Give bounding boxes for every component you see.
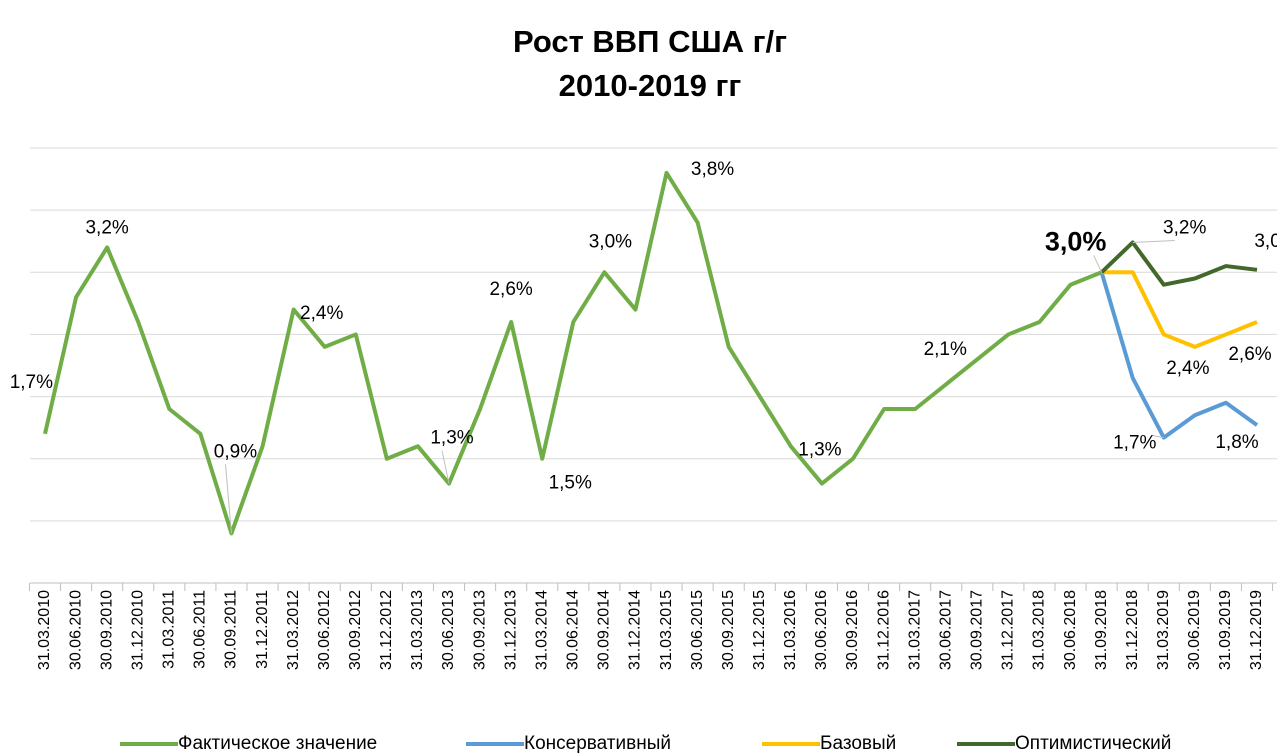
- leader-line: [224, 464, 232, 534]
- x-tick-label: 31.12.2012: [378, 590, 395, 670]
- x-tick-label: 30.06.2018: [1062, 590, 1079, 670]
- x-tick-label: 31.12.2010: [129, 590, 146, 670]
- data-label: 2,4%: [1166, 358, 1209, 379]
- x-tick-label: 30.06.2016: [813, 590, 830, 670]
- series-line: [43, 170, 1103, 536]
- x-tick-label: 30.09.2013: [471, 590, 488, 670]
- x-tick-label: 31.12.2016: [875, 590, 892, 670]
- x-tick-label: 31.12.2013: [502, 590, 519, 670]
- chart-title: Рост ВВП США г/г: [513, 24, 787, 59]
- x-tick-label: 31.12.2019: [1248, 590, 1265, 670]
- series-line: [1101, 270, 1258, 349]
- series-line: [1100, 240, 1258, 287]
- x-tick-label: 31.12.2015: [751, 590, 768, 670]
- leader-line: [1132, 239, 1175, 243]
- x-tick-label: 31.09.2019: [1217, 590, 1234, 670]
- x-tick-label: 30.06.2013: [440, 590, 457, 670]
- x-tick-label: 31.03.2012: [285, 590, 302, 670]
- x-tick-label: 30.06.2019: [1186, 590, 1203, 670]
- x-tick-label: 31.12.2014: [627, 590, 644, 670]
- data-label: 1,3%: [798, 440, 841, 461]
- x-tick-label: 30.09.2014: [596, 590, 613, 670]
- data-label: 1,7%: [10, 372, 53, 393]
- x-tick-label: 30.06.2010: [67, 590, 84, 670]
- x-tick-label: 31.03.2014: [533, 590, 550, 670]
- x-tick-label: 30.06.2012: [316, 590, 333, 670]
- x-tick-label: 31.09.2018: [1093, 590, 1110, 670]
- data-label: 1,3%: [430, 428, 473, 449]
- data-label: 1,8%: [1215, 432, 1258, 453]
- x-tick-label: 31.03.2013: [409, 590, 426, 670]
- x-tick-label: 31.03.2011: [161, 590, 178, 669]
- x-tick-label: 30.06.2014: [565, 590, 582, 670]
- data-label: 3,0%: [589, 231, 632, 252]
- x-tick-label: 31.03.2015: [658, 590, 675, 670]
- x-tick-label: 30.09.2011: [223, 590, 240, 669]
- data-label: 1,5%: [549, 473, 592, 494]
- x-tick-label: 31.03.2018: [1031, 590, 1048, 670]
- x-tick-label: 30.09.2012: [347, 590, 364, 670]
- x-tick-label: 30.06.2011: [192, 590, 209, 669]
- legend-label: Оптимистический: [1015, 733, 1171, 754]
- series-line: [1099, 271, 1259, 440]
- data-label: 1,7%: [1113, 433, 1156, 454]
- data-label: 3,0%: [1254, 231, 1277, 252]
- x-tick-label: 30.09.2017: [969, 590, 986, 670]
- x-tick-label: 31.03.2019: [1155, 590, 1172, 670]
- x-tick-label: 31.03.2017: [906, 590, 923, 670]
- x-tick-label: 30.06.2015: [689, 590, 706, 670]
- leader-line: [1093, 255, 1103, 273]
- x-tick-label: 31.12.2017: [1000, 590, 1017, 670]
- data-label: 3,2%: [85, 217, 128, 238]
- x-tick-label: 30.09.2016: [844, 590, 861, 670]
- data-label: 3,2%: [1163, 217, 1206, 238]
- x-tick-label: 30.09.2010: [98, 590, 115, 670]
- leader-line: [441, 450, 450, 484]
- x-tick-label: 31.12.2011: [254, 590, 271, 669]
- x-tick-label: 31.03.2016: [782, 590, 799, 670]
- x-tick-label: 31.03.2010: [36, 590, 53, 670]
- leader-line: [1152, 435, 1164, 439]
- chart-subtitle: 2010-2019 гг: [559, 68, 742, 103]
- data-label: 3,0%: [1045, 226, 1107, 256]
- legend-label: Базовый: [820, 733, 896, 754]
- data-label: 3,8%: [691, 159, 734, 180]
- x-tick-label: 30.09.2015: [720, 590, 737, 670]
- data-label: 2,6%: [489, 279, 532, 300]
- x-tick-label: 31.12.2018: [1124, 590, 1141, 670]
- data-label: 2,1%: [924, 339, 967, 360]
- legend-label: Консервативный: [524, 733, 671, 754]
- data-label: 0,9%: [214, 441, 257, 462]
- x-tick-label: 30.06.2017: [937, 590, 954, 670]
- data-label: 2,6%: [1228, 344, 1271, 365]
- data-label: 2,4%: [300, 303, 343, 324]
- legend-label: Фактическое значение: [178, 733, 377, 754]
